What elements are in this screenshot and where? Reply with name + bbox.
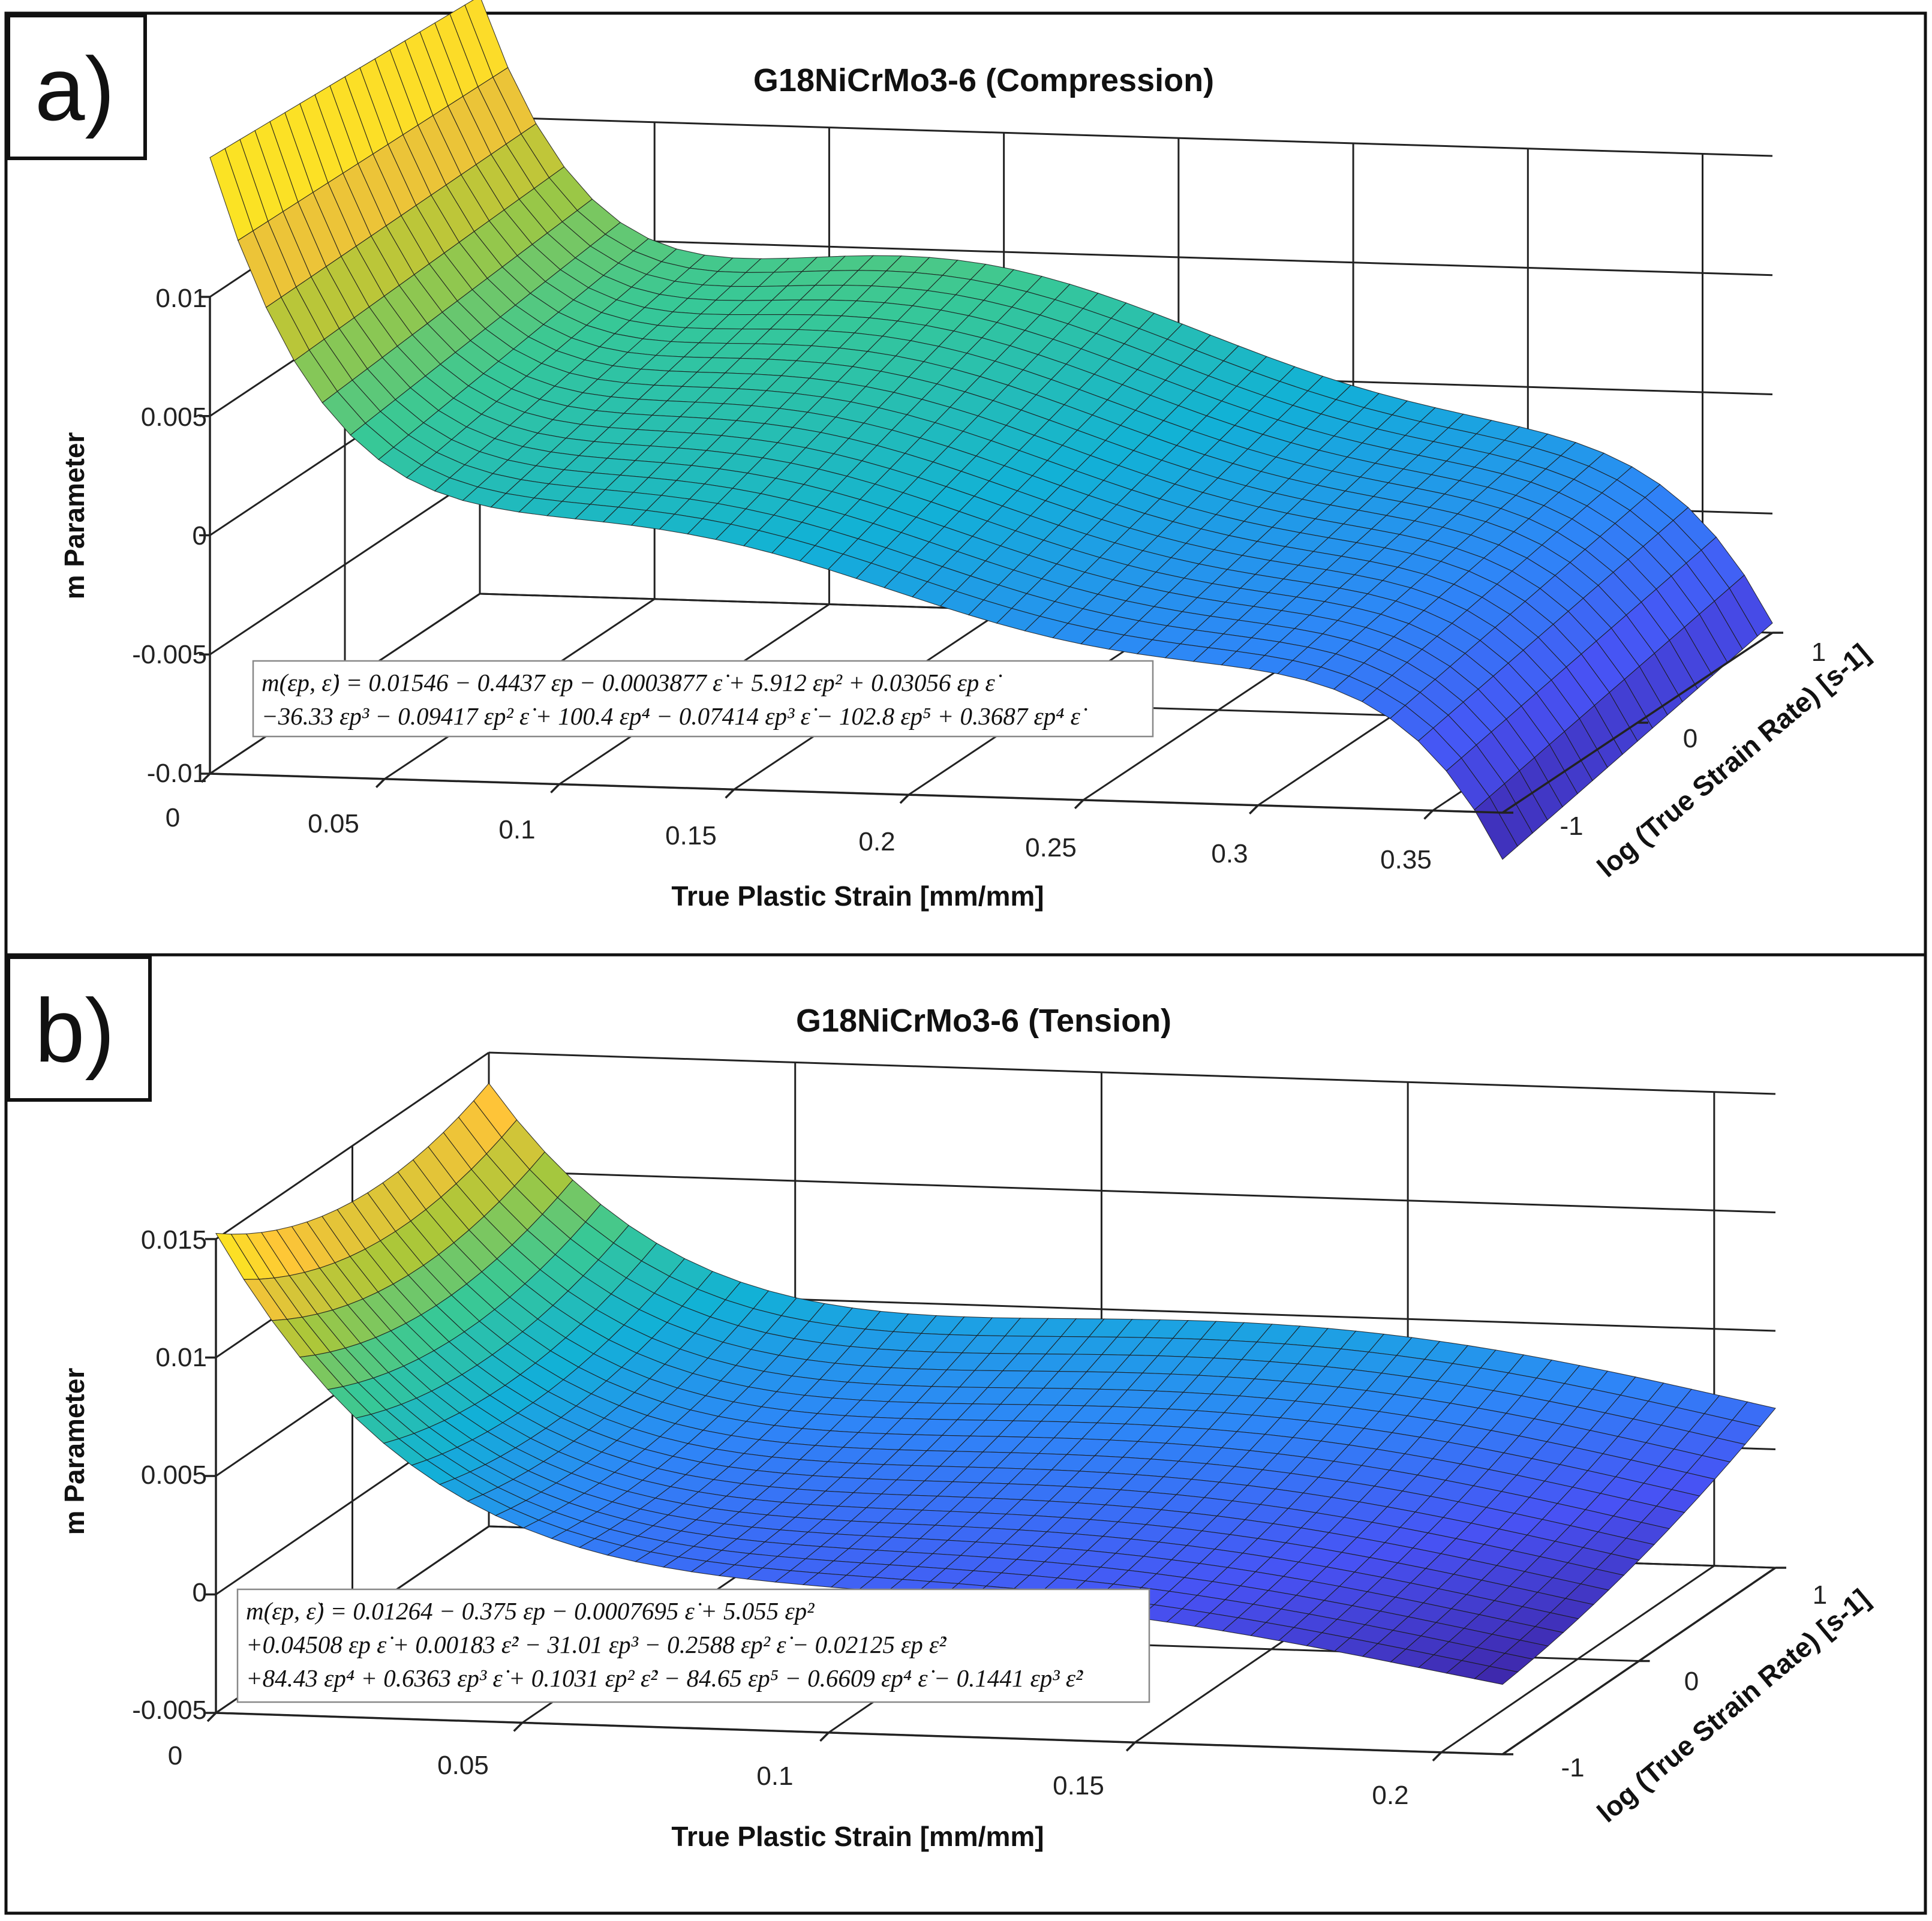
y-tick-label: 0 (1683, 724, 1697, 753)
x-tick-mark (200, 772, 211, 783)
panel-a: a) G18NiCrMo3-6 (Compression) 0.01 0.005… (4, 0, 1927, 957)
z-axis-label-b: m Parameter (59, 1368, 90, 1535)
z-tick-label: -0.005 (132, 1695, 207, 1725)
x-tick-mark (550, 783, 560, 793)
y-tick-label: 1 (1811, 638, 1826, 667)
x-tick-label: 0.1 (756, 1761, 793, 1791)
x-axis-line (215, 1712, 1503, 1755)
x-tick-mark (725, 789, 735, 799)
z-ticks-b: 0.015 0.01 0.005 0 -0.005 (132, 1225, 207, 1725)
surface-cell (1474, 1666, 1519, 1685)
surface-b (215, 1083, 1776, 1685)
equation-box-a (252, 660, 1154, 738)
x-tick-mark (206, 1712, 217, 1722)
z-tick-label: 0 (193, 521, 207, 551)
panel-a-tag-box (7, 14, 147, 160)
x-tick-label: 0.35 (1380, 845, 1432, 874)
x-tick-label: 0.15 (1053, 1771, 1104, 1800)
z-tick-label: -0.005 (132, 640, 207, 669)
equation-line: m(εp, ε̇) = 0.01546 − 0.4437 εp − 0.0003… (262, 669, 1002, 696)
x-axis-line (209, 772, 1503, 814)
x-axis-label-b: True Plastic Strain [mm/mm] (671, 1821, 1044, 1852)
panel-b-tag-box (7, 955, 152, 1102)
z-ticks-a: 0.01 0.005 0 -0.005 -0.01 (132, 284, 207, 788)
x-tick-mark (819, 1731, 830, 1742)
y-tick-label: 0 (1684, 1667, 1699, 1696)
grid-line (479, 116, 1773, 157)
x-tick-label: 0.3 (1211, 839, 1248, 868)
y-tick-label: -1 (1560, 811, 1583, 841)
panel-b: b) G18NiCrMo3-6 (Tension) 0.015 0.01 0.0… (4, 953, 1927, 1915)
grid-line (488, 1170, 1776, 1213)
x-axis-label-a: True Plastic Strain [mm/mm] (671, 880, 1044, 912)
y-tick-label: 1 (1813, 1580, 1827, 1610)
z-axis-label-a: m Parameter (59, 432, 90, 600)
chart-title-b: G18NiCrMo3-6 (Tension) (796, 1003, 1171, 1039)
z-tick-label: 0.005 (141, 1460, 207, 1490)
x-tick-label: 0.05 (437, 1751, 489, 1780)
panel-b-tag: b) (35, 980, 115, 1081)
x-tick-mark (899, 793, 910, 804)
equation-line: m(εp, ε̇) = 0.01264 − 0.375 εp − 0.00076… (246, 1597, 815, 1625)
chart-title-a: G18NiCrMo3-6 (Compression) (753, 62, 1214, 98)
z-tick-label: 0 (193, 1578, 207, 1607)
x-tick-mark (375, 778, 386, 789)
panel-a-tag: a) (35, 38, 115, 139)
y-ticks-b: -1 0 1 (1561, 1580, 1827, 1782)
x-ticks-a: 0 0.05 0.1 0.15 0.2 0.25 0.3 0.35 (166, 803, 1432, 874)
x-tick-label: 0.2 (858, 827, 895, 856)
z-tick-label: 0.01 (155, 284, 207, 313)
surface-a (209, 0, 1773, 860)
x-tick-mark (513, 1722, 523, 1732)
x-tick-mark (1423, 810, 1434, 820)
x-tick-label: 0.2 (1372, 1781, 1408, 1810)
equation-line: −36.33 εp³ − 0.09417 εp² ε̇ + 100.4 εp⁴ … (262, 702, 1087, 730)
x-tick-label: 0 (166, 803, 180, 832)
grid-line (479, 235, 1773, 276)
z-tick-label: 0.005 (141, 402, 207, 432)
z-tick-label: 0.015 (141, 1225, 207, 1255)
equation-line: +84.43 εp⁴ + 0.6363 εp³ ε̇ + 0.1031 εp² … (246, 1664, 1083, 1692)
x-tick-label: 0.1 (498, 815, 535, 844)
panel-b-border (4, 953, 1927, 1915)
x-tick-label: 0.05 (308, 809, 359, 838)
y-tick-label: -1 (1561, 1753, 1584, 1782)
x-tick-mark (1249, 804, 1259, 814)
equation-line: +0.04508 εp ε̇ + 0.00183 ε̇² − 31.01 εp³… (246, 1631, 947, 1658)
axes-b (205, 1238, 1786, 1761)
y-ticks-a: -1 0 1 (1560, 638, 1826, 841)
x-tick-label: 0.15 (665, 821, 717, 850)
x-ticks-b: 0 0.05 0.1 0.15 0.2 (168, 1741, 1409, 1810)
equation-box-b (236, 1588, 1150, 1703)
x-tick-label: 0.25 (1025, 833, 1077, 862)
z-tick-label: -0.01 (147, 759, 207, 788)
x-tick-mark (1125, 1742, 1136, 1752)
z-tick-label: 0.01 (155, 1343, 207, 1372)
grid-line (488, 1051, 1776, 1095)
x-tick-mark (1074, 799, 1084, 810)
y-axis-label-b: log (True Strain Rate) [s-1] (1591, 1583, 1876, 1828)
x-tick-label: 0 (168, 1741, 182, 1770)
x-tick-mark (1432, 1751, 1443, 1761)
axes-a (199, 296, 1783, 820)
